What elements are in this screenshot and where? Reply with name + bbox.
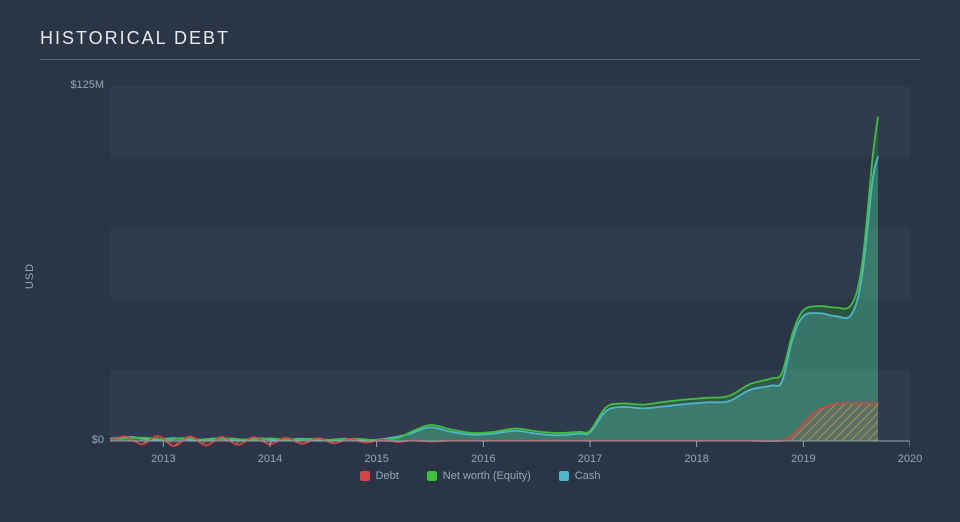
legend-swatch <box>360 471 370 481</box>
legend-item: Debt <box>360 470 399 482</box>
chart-title: HISTORICAL DEBT <box>40 28 920 49</box>
plot-svg <box>110 86 910 451</box>
legend-item: Cash <box>559 470 601 482</box>
x-tick-label: 2014 <box>258 453 282 465</box>
title-underline <box>40 59 920 60</box>
legend-item: Net worth (Equity) <box>427 470 531 482</box>
chart-header: HISTORICAL DEBT <box>40 28 920 60</box>
x-tick-label: 2015 <box>364 453 388 465</box>
x-tick-label: 2020 <box>898 453 922 465</box>
x-tick-label: 2019 <box>791 453 815 465</box>
chart-area: USD $0$125M 2013201420152016201720182019… <box>40 66 920 486</box>
legend-swatch <box>427 471 437 481</box>
x-tick-label: 2013 <box>151 453 175 465</box>
x-tick-label: 2017 <box>578 453 602 465</box>
legend-label: Net worth (Equity) <box>443 470 531 482</box>
legend-swatch <box>559 471 569 481</box>
x-tick-label: 2018 <box>684 453 708 465</box>
legend-label: Cash <box>575 470 601 482</box>
y-axis-label: USD <box>24 263 36 289</box>
legend: Debt Net worth (Equity) Cash <box>40 470 920 484</box>
x-tick-label: 2016 <box>471 453 495 465</box>
y-tick-label: $0 <box>54 434 104 446</box>
legend-label: Debt <box>376 470 399 482</box>
y-tick-label: $125M <box>54 79 104 91</box>
